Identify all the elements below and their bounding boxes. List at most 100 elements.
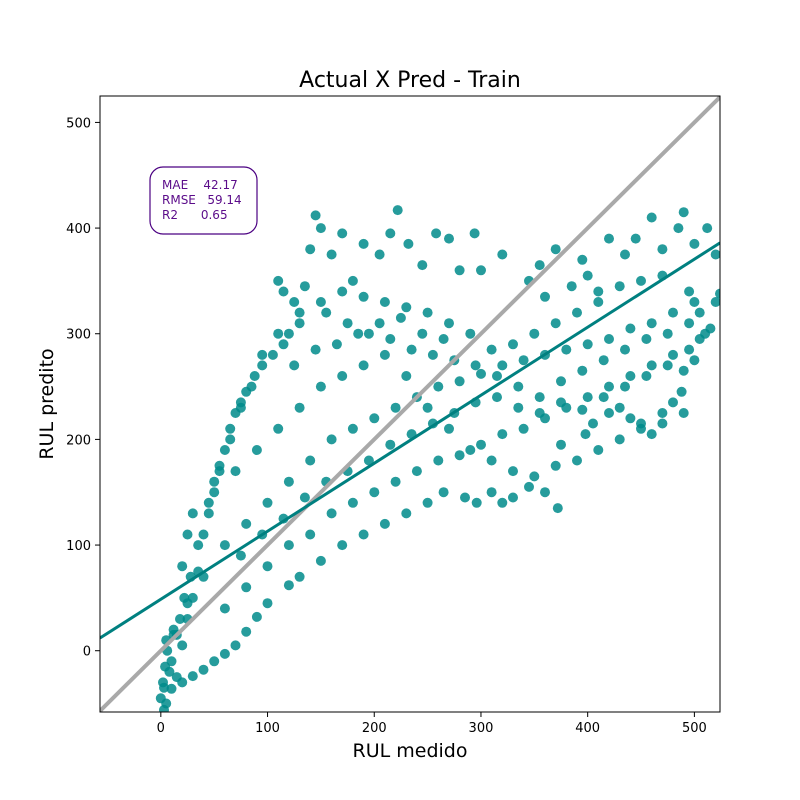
data-point — [305, 529, 316, 540]
data-point — [177, 677, 188, 688]
data-point — [460, 492, 470, 503]
data-point — [289, 360, 300, 371]
data-point — [315, 297, 326, 307]
data-point — [283, 328, 294, 339]
data-point — [508, 492, 518, 503]
data-point — [262, 497, 273, 508]
data-point — [422, 402, 433, 413]
data-point — [385, 439, 396, 450]
data-point — [444, 423, 454, 434]
y-tick-label: 0 — [83, 645, 91, 660]
data-point — [342, 318, 353, 329]
data-point — [283, 476, 294, 487]
y-tick-label: 300 — [66, 328, 91, 343]
data-point — [230, 640, 241, 651]
data-point — [657, 418, 668, 429]
data-point — [572, 455, 582, 466]
data-point — [465, 328, 476, 339]
data-point — [577, 254, 588, 265]
data-point — [454, 376, 465, 387]
data-point — [497, 249, 508, 260]
data-point — [262, 598, 273, 609]
data-point — [326, 434, 337, 445]
data-point — [417, 328, 428, 339]
data-point — [604, 233, 614, 244]
data-point — [209, 487, 220, 498]
data-point — [305, 455, 316, 466]
data-point — [283, 580, 294, 591]
metrics-box-border — [149, 166, 258, 235]
data-point — [454, 265, 465, 276]
data-point — [315, 223, 326, 234]
fit-lines — [100, 96, 720, 712]
data-point — [203, 508, 214, 519]
data-point — [625, 371, 636, 381]
data-point — [529, 328, 540, 339]
data-point — [337, 371, 348, 381]
data-point — [433, 381, 444, 392]
x-axis: 0 100 200 300 400 500 — [157, 712, 707, 736]
data-point — [363, 328, 374, 339]
data-point — [358, 529, 369, 540]
data-point — [673, 223, 684, 234]
data-point — [278, 339, 289, 350]
data-point — [358, 238, 369, 249]
data-point — [219, 540, 230, 551]
data-point — [646, 429, 657, 440]
data-point — [497, 360, 508, 371]
data-point — [668, 397, 678, 408]
data-point — [470, 360, 481, 371]
data-point — [657, 244, 668, 255]
data-point — [385, 228, 396, 239]
data-point — [326, 508, 337, 519]
data-point — [540, 487, 550, 498]
data-point — [556, 439, 566, 450]
metric-r2: R2 0.65 — [162, 208, 228, 222]
data-point — [179, 592, 190, 603]
data-point — [411, 466, 422, 477]
data-point — [550, 244, 561, 255]
data-point — [534, 260, 545, 271]
data-point — [700, 328, 711, 339]
data-point — [273, 423, 284, 434]
data-point — [203, 497, 214, 508]
data-point — [694, 307, 705, 318]
data-point — [454, 450, 465, 461]
data-point — [431, 228, 442, 239]
data-point — [550, 318, 561, 329]
data-point — [561, 402, 572, 413]
data-point — [582, 339, 593, 350]
data-point — [417, 260, 428, 271]
data-point — [241, 582, 252, 593]
y-tick-label: 500 — [66, 116, 91, 131]
data-point — [182, 529, 193, 540]
data-point — [251, 611, 262, 622]
data-point — [310, 210, 321, 221]
data-point — [598, 355, 609, 366]
y-tick-label: 400 — [66, 222, 91, 237]
data-point — [710, 297, 720, 307]
data-point — [241, 626, 252, 637]
data-point — [278, 286, 289, 297]
data-point — [262, 561, 273, 572]
data-point — [572, 307, 582, 318]
data-point — [471, 497, 482, 508]
data-point — [625, 413, 636, 424]
data-point — [476, 368, 486, 379]
data-point — [390, 476, 401, 487]
data-point — [620, 249, 630, 260]
data-point — [684, 286, 695, 297]
data-point — [593, 297, 604, 307]
data-point — [582, 270, 593, 281]
data-point — [273, 328, 284, 339]
data-point — [604, 381, 614, 392]
data-point — [636, 423, 646, 434]
identity-line — [100, 96, 720, 712]
data-point — [678, 207, 689, 218]
data-point — [219, 648, 230, 659]
data-point — [315, 555, 326, 566]
x-axis-label: RUL medido — [353, 740, 468, 762]
data-point — [550, 460, 561, 471]
data-point — [620, 344, 630, 355]
